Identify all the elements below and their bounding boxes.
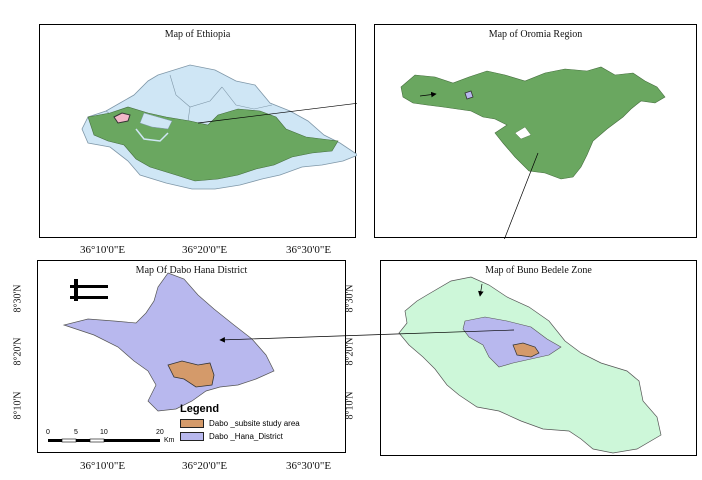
buno-bedele-map-panel: Map of Buno Bedele Zone [380, 260, 697, 456]
scale-unit: Km [164, 437, 175, 444]
north-arrow-icon [70, 279, 108, 301]
coord-left-3: 8°10'N [12, 391, 24, 420]
coord-left-1: 8°30'N [12, 284, 24, 313]
coord-right-1: 8°30'N [344, 284, 356, 313]
coord-bottom-2: 36°20'0"E [182, 460, 228, 472]
legend-item-study-area: Dabo _subsite study area [180, 419, 300, 428]
study-area-in-ethiopia [113, 112, 131, 124]
coord-right-2: 8°20'N [344, 337, 356, 366]
study-area-in-zone [512, 342, 540, 358]
scale-tick-0: 0 [46, 429, 50, 436]
coord-left-2: 8°20'N [12, 337, 24, 366]
dabo-hana-map [48, 272, 275, 443]
arrow-oromia-to-buno [504, 152, 539, 239]
oromia-map-title: Map of Oromia Region [488, 29, 583, 40]
dabo-hana-district [62, 272, 275, 412]
scale-bar [48, 438, 160, 443]
coord-top-3: 36°30'0"E [286, 244, 332, 256]
study-zone-in-oromia [464, 90, 474, 100]
scale-tick-5: 5 [74, 429, 78, 436]
ethiopia-map [81, 64, 357, 190]
ethiopia-map-panel: Map of Ethiopia [39, 24, 357, 238]
buno-bedele-map-title: Map of Buno Bedele Zone [485, 265, 592, 276]
coord-top-2: 36°20'0"E [182, 244, 228, 256]
dabo-subsite-study-area [167, 360, 215, 388]
scale-tick-10: 10 [100, 429, 108, 436]
oromia-map [400, 66, 666, 239]
dabo-hana-map-title: Map Of Dabo Hana District [135, 265, 248, 276]
ethiopia-map-title: Map of Ethiopia [164, 29, 231, 40]
oromia-map-panel: Map of Oromia Region [374, 24, 697, 239]
legend-item-district: Dabo _Hana_District [180, 432, 283, 441]
coord-top-1: 36°10'0"E [80, 244, 126, 256]
buno-bedele-map [398, 276, 662, 454]
arrow-ethiopia-to-oromia [197, 102, 357, 124]
coord-bottom-3: 36°30'0"E [286, 460, 332, 472]
scale-tick-20: 20 [156, 429, 164, 436]
dabo-hana-map-panel: Map Of Dabo Hana District Legend Dabo _s… [37, 260, 346, 453]
coord-right-3: 8°10'N [344, 391, 356, 420]
oromia-region [400, 66, 666, 180]
buno-bedele-zone [398, 276, 662, 454]
legend-title: Legend [180, 403, 220, 415]
coord-bottom-1: 36°10'0"E [80, 460, 126, 472]
